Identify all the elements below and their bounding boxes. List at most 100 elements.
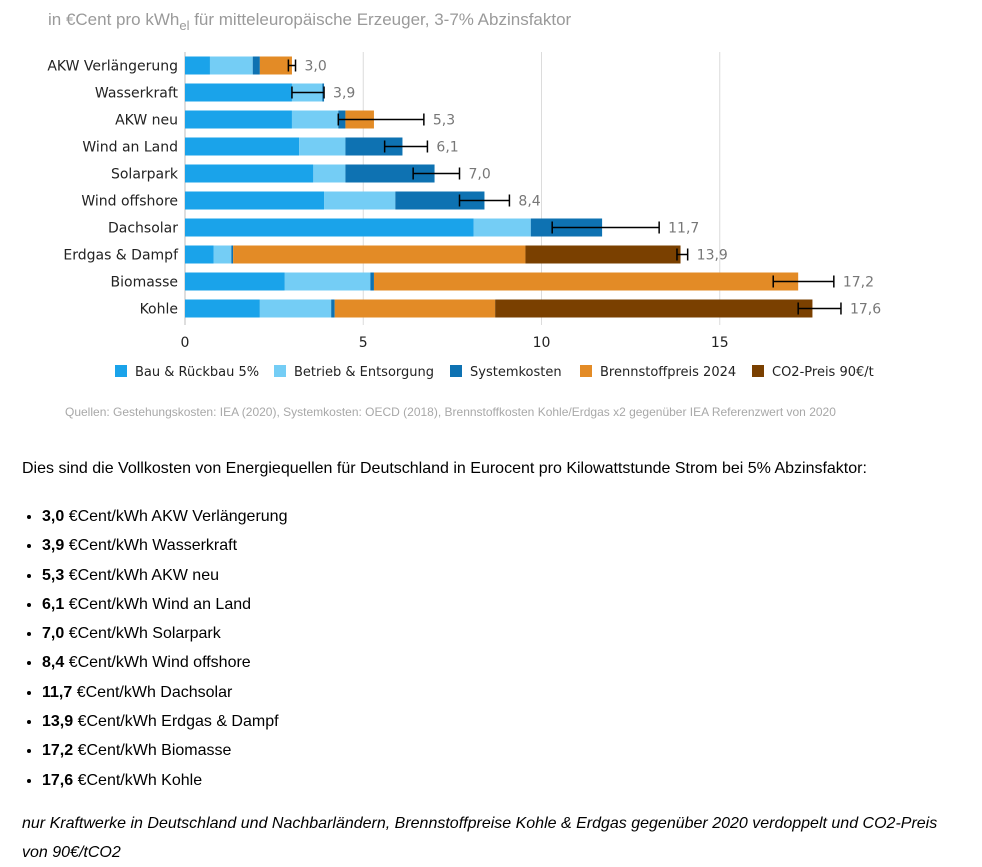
category-label: Erdgas & Dampf	[63, 248, 179, 264]
bar-segment	[495, 299, 813, 318]
x-tick-label: 5	[359, 335, 368, 351]
total-label: 17,2	[843, 275, 874, 291]
subtitle-part-2: für mitteleuropäische Erzeuger, 3-7% Abz…	[189, 10, 571, 29]
total-label: 11,7	[668, 221, 699, 237]
list-item: 6,1 €Cent/kWh Wind an Land	[42, 590, 287, 619]
bar-segment	[259, 56, 292, 75]
category-label: Solarpark	[111, 167, 179, 183]
category-label: Dachsolar	[108, 221, 178, 237]
list-item: 11,7 €Cent/kWh Dachsolar	[42, 678, 287, 707]
bar-segment	[373, 272, 799, 291]
source-note: Quellen: Gestehungskosten: IEA (2020), S…	[65, 405, 836, 419]
bar-segment	[185, 299, 260, 318]
list-item-value: 17,6	[42, 771, 74, 789]
list-item-text: €Cent/kWh AKW neu	[64, 566, 219, 584]
category-label: Wind an Land	[82, 140, 178, 156]
error-bars	[287, 59, 842, 315]
total-label: 3,9	[333, 86, 355, 102]
bar-segment	[185, 272, 285, 291]
bar-segment	[299, 137, 346, 156]
bar-segment	[291, 110, 339, 129]
list-item-value: 8,4	[42, 654, 65, 672]
bar-segment	[345, 164, 435, 183]
legend-swatch	[450, 365, 462, 377]
x-axis-ticks: 0 5 10 15	[181, 335, 729, 351]
cost-list: 3,0 €Cent/kWh AKW Verlängerung 3,9 €Cent…	[22, 502, 287, 795]
bar-segment	[525, 245, 681, 264]
footnote: nur Kraftwerke in Deutschland und Nachba…	[22, 815, 938, 861]
list-item: 5,3 €Cent/kWh AKW neu	[42, 561, 287, 590]
bar-segment	[313, 164, 346, 183]
total-label: 3,0	[305, 59, 327, 75]
bar-segment	[345, 137, 403, 156]
list-item: 13,9 €Cent/kWh Erdgas & Dampf	[42, 707, 287, 736]
list-item-text: €Cent/kWh Solarpark	[64, 625, 221, 643]
bar-segment	[284, 272, 371, 291]
bar-segment	[185, 137, 300, 156]
intro-text: Dies sind die Vollkosten von Energiequel…	[22, 460, 867, 477]
bar-segment	[185, 245, 214, 264]
category-label: Wasserkraft	[95, 86, 179, 102]
subtitle-subscript: el	[179, 18, 189, 33]
bar-segment	[213, 245, 232, 264]
legend-label: Betrieb & Entsorgung	[294, 365, 434, 380]
category-label: Wind offshore	[81, 194, 178, 210]
bar-segment	[185, 218, 474, 237]
list-item-text: €Cent/kWh Erdgas & Dampf	[73, 713, 279, 731]
category-label: AKW neu	[115, 113, 178, 129]
bar-segment	[231, 245, 234, 264]
total-label: 13,9	[697, 248, 728, 264]
bar-segment	[185, 83, 292, 102]
total-label: 8,4	[518, 194, 540, 210]
list-item-text: €Cent/kWh Wind offshore	[64, 654, 251, 672]
x-tick-label: 15	[711, 335, 729, 351]
legend-swatch	[752, 365, 764, 377]
list-item: 7,0 €Cent/kWh Solarpark	[42, 619, 287, 648]
bar-segment	[334, 299, 496, 318]
list-item-text: €Cent/kWh Wind an Land	[64, 595, 252, 613]
list-item: 3,9 €Cent/kWh Wasserkraft	[42, 531, 287, 560]
category-label: Biomasse	[111, 275, 178, 291]
bar-segment	[324, 191, 396, 210]
bar-segment	[473, 218, 531, 237]
legend-label: Systemkosten	[470, 365, 562, 380]
x-tick-label: 0	[181, 335, 190, 351]
bar-segment	[370, 272, 374, 291]
category-labels: AKW Verlängerung Wasserkraft AKW neu Wind a…	[47, 59, 179, 318]
list-item-text: €Cent/kWh Wasserkraft	[64, 537, 238, 555]
list-item-value: 11,7	[42, 683, 73, 701]
list-item-value: 7,0	[42, 625, 65, 643]
total-label: 7,0	[469, 167, 491, 183]
category-label: AKW Verlängerung	[47, 59, 178, 75]
list-item: 8,4 €Cent/kWh Wind offshore	[42, 648, 287, 677]
legend-swatch	[580, 365, 592, 377]
cost-chart: in €Cent pro kWhel für mitteleuropäische…	[47, 10, 882, 380]
list-item-value: 17,2	[42, 742, 74, 760]
legend-label: Bau & Rückbau 5%	[135, 365, 259, 380]
legend: Bau & Rückbau 5% Betrieb & Entsorgung Syst…	[115, 365, 874, 380]
total-label: 6,1	[436, 140, 458, 156]
list-item-text: €Cent/kWh AKW Verlängerung	[64, 508, 288, 525]
total-labels: 3,0 3,9 5,3 6,1 7,0 8,4 11,7 13,9 17,2 17,6	[305, 59, 882, 318]
list-item: 17,6 €Cent/kWh Kohle	[42, 766, 287, 795]
bar-segment	[185, 191, 325, 210]
list-item-value: 3,9	[42, 537, 65, 555]
bar-segment	[233, 245, 526, 264]
bar-segment	[252, 56, 260, 75]
list-item-text: €Cent/kWh Biomasse	[73, 742, 232, 760]
chart-subtitle: in €Cent pro kWhel für mitteleuropäische…	[48, 10, 572, 33]
list-item: 17,2 €Cent/kWh Biomasse	[42, 736, 287, 765]
legend-label: Brennstoffpreis 2024	[600, 365, 736, 380]
total-label: 5,3	[433, 113, 455, 129]
bar-segment	[185, 110, 292, 129]
total-label: 17,6	[850, 302, 881, 318]
bar-segment	[185, 56, 210, 75]
list-item: 3,0 €Cent/kWh AKW Verlängerung	[42, 502, 287, 531]
list-item-value: 6,1	[42, 595, 65, 613]
x-tick-label: 10	[533, 335, 551, 351]
bar-segment	[209, 56, 253, 75]
bar-segment	[259, 299, 332, 318]
legend-label: CO2-Preis 90€/t	[772, 365, 874, 380]
bar-area	[185, 56, 813, 318]
bar-segment	[185, 164, 314, 183]
